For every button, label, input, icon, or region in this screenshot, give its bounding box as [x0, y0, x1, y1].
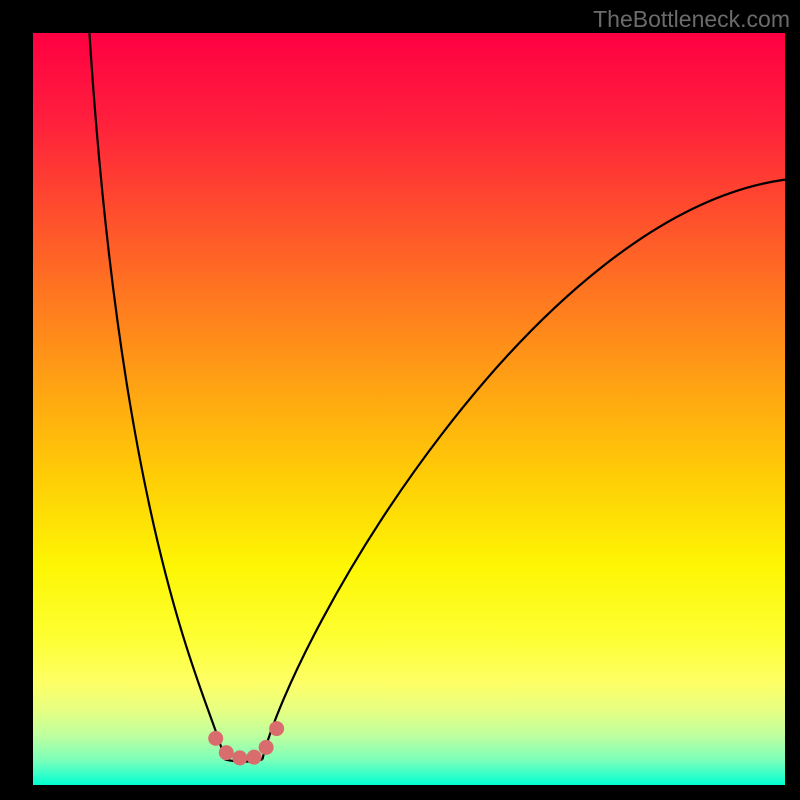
chart-container: TheBottleneck.com	[0, 0, 800, 800]
marker-point	[259, 740, 273, 754]
marker-point	[209, 731, 223, 745]
watermark-text: TheBottleneck.com	[593, 6, 790, 33]
marker-point	[219, 746, 233, 760]
chart-area	[0, 0, 800, 800]
bottleneck-chart	[0, 0, 800, 800]
plot-background	[33, 33, 785, 785]
marker-point	[247, 750, 261, 764]
marker-point	[233, 751, 247, 765]
marker-point	[270, 722, 284, 736]
